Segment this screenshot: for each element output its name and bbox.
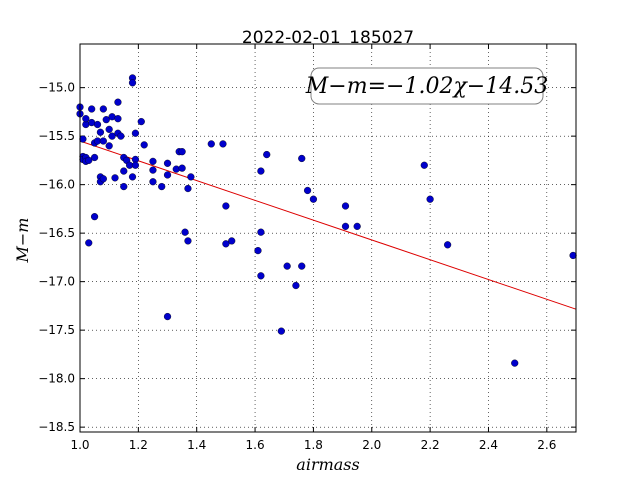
data-point <box>85 156 93 165</box>
data-point <box>228 237 236 245</box>
data-point <box>140 141 148 149</box>
data-point <box>82 115 90 123</box>
data-point <box>178 148 186 156</box>
data-point <box>184 184 192 193</box>
data-point <box>257 228 265 236</box>
y-tick-label: −16.5 <box>38 226 75 240</box>
x-tick-label: 2.0 <box>362 438 381 452</box>
data-point <box>99 175 107 183</box>
data-point <box>257 167 265 175</box>
data-point <box>93 120 102 129</box>
data-point <box>181 228 189 236</box>
y-tick-label: −15.0 <box>38 81 75 95</box>
data-point <box>426 195 434 203</box>
data-point <box>131 161 140 169</box>
data-point <box>341 202 350 210</box>
data-point <box>444 241 452 249</box>
data-point <box>79 135 87 143</box>
y-axis-label: M−m <box>13 218 32 264</box>
x-tick-label: 2.6 <box>537 438 556 452</box>
fit-annotation-text: M−m=−1.02χ−14.53 <box>305 74 548 99</box>
y-tick-label: −18.5 <box>38 420 75 434</box>
data-point <box>277 327 285 335</box>
data-point <box>341 222 350 230</box>
data-point <box>158 182 166 191</box>
data-point <box>207 140 215 148</box>
data-point <box>303 186 312 195</box>
x-tick-label: 2.2 <box>421 438 440 452</box>
data-point <box>137 117 145 126</box>
plot-area: 1.0 1.2 1.4 1.6 1.8 2.0 2.2 2.4 2.6 −15.0 −15.5 −16… <box>38 43 577 452</box>
data-point <box>163 171 172 179</box>
data-point <box>85 239 93 247</box>
data-point <box>257 272 265 280</box>
data-point <box>108 132 116 140</box>
data-point <box>420 161 428 169</box>
data-point <box>102 116 110 124</box>
data-point <box>90 153 99 162</box>
plot-frame <box>79 43 577 433</box>
x-tick-label: 1.0 <box>70 438 89 452</box>
data-point <box>117 132 125 140</box>
data-point <box>163 159 172 167</box>
data-point <box>120 167 128 175</box>
plot-background <box>80 44 576 432</box>
data-point <box>263 150 271 159</box>
y-tick-label: −16.0 <box>38 178 75 192</box>
data-point <box>149 166 157 174</box>
data-point <box>187 173 195 181</box>
data-point <box>105 125 113 133</box>
x-tick-label: 1.2 <box>129 438 148 452</box>
x-tick-label: 1.4 <box>187 438 206 452</box>
data-point <box>111 174 119 182</box>
data-point <box>283 262 291 270</box>
data-point <box>254 247 262 255</box>
data-point <box>292 281 300 290</box>
data-point <box>298 262 306 270</box>
data-point <box>128 173 137 181</box>
y-tick-label: −17.5 <box>38 323 75 337</box>
data-point <box>511 359 519 367</box>
x-tick-label: 1.8 <box>304 438 323 452</box>
data-point <box>90 213 99 221</box>
data-point <box>128 79 137 87</box>
data-point <box>114 115 122 123</box>
x-tick-label: 1.6 <box>246 438 265 452</box>
fit-annotation-box <box>310 67 544 105</box>
data-point <box>88 105 96 113</box>
data-point <box>131 129 140 137</box>
chart-title: 2022-02-01_185027 <box>242 28 414 48</box>
data-point <box>149 178 157 186</box>
data-point <box>222 240 230 248</box>
x-axis-label: airmass <box>296 455 359 474</box>
data-point <box>96 128 105 136</box>
y-tick-label: −15.5 <box>38 129 75 143</box>
data-point <box>114 98 122 106</box>
y-tick-label: −18.0 <box>38 372 75 386</box>
data-point <box>178 164 186 172</box>
data-point <box>222 202 230 210</box>
data-point <box>163 312 172 321</box>
x-tick-label: 2.4 <box>479 438 498 452</box>
data-point <box>569 251 577 260</box>
fit-line <box>79 140 577 310</box>
data-point <box>184 237 192 245</box>
data-point <box>298 154 306 163</box>
data-point <box>353 222 361 230</box>
data-point <box>309 195 318 203</box>
data-point <box>99 105 107 113</box>
data-point <box>149 157 157 165</box>
data-point <box>120 182 128 191</box>
data-point <box>99 137 107 145</box>
data-point <box>219 140 227 148</box>
y-tick-label: −17.0 <box>38 275 75 289</box>
data-point <box>105 142 113 150</box>
